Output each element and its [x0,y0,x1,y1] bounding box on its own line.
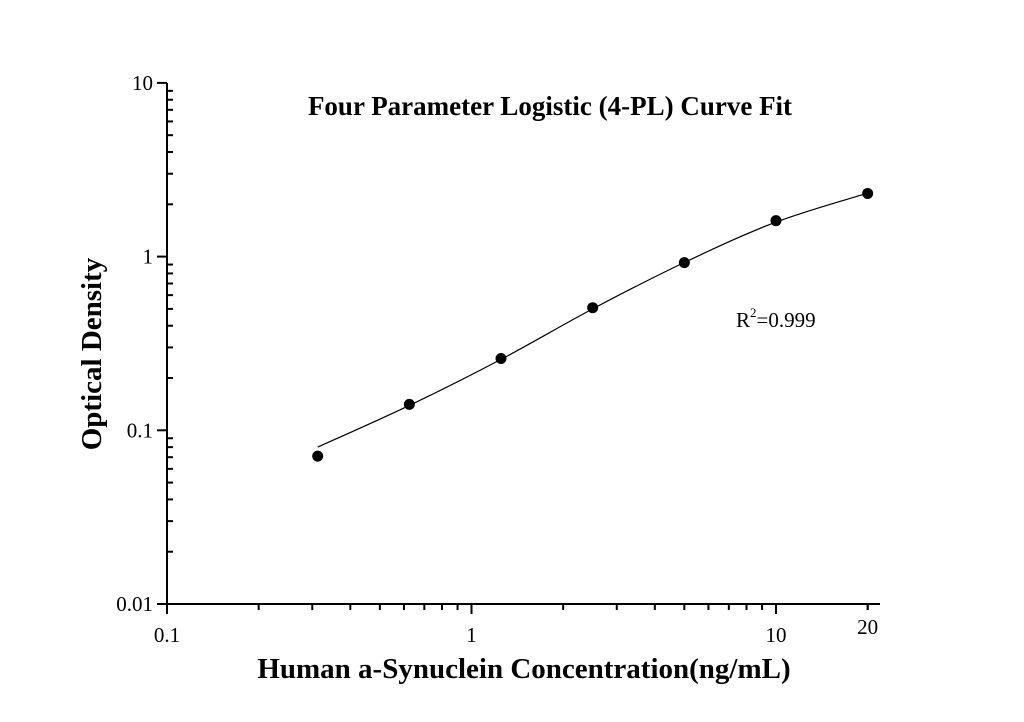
y-tick-label: 0.1 [127,418,153,442]
data-point [770,215,782,227]
data-point [678,257,690,269]
x-axis-label: Human a-Synuclein Concentration(ng/mL) [257,653,790,685]
r-squared-annotation: R2=0.999 [736,305,816,332]
x-tick-label: 1 [466,623,477,647]
r-squared-superscript: 2 [750,305,757,320]
data-point [587,302,599,314]
data-point [495,353,507,365]
y-axis-label: Optical Density [76,257,108,450]
y-tick-label: 1 [143,245,154,269]
x-tick-label: 0.1 [154,623,180,647]
data-points [312,187,874,462]
x-tick-label: 20 [857,615,878,639]
y-tick-label: 10 [132,71,153,95]
x-tick-label: 10 [766,623,787,647]
data-point [312,450,324,462]
y-tick-label: 0.01 [116,592,153,616]
data-point [862,187,874,199]
r-squared-base: R [736,308,750,332]
data-point [403,398,415,410]
chart-title: Four Parameter Logistic (4-PL) Curve Fit [308,91,792,121]
r-squared-value: =0.999 [757,308,816,332]
